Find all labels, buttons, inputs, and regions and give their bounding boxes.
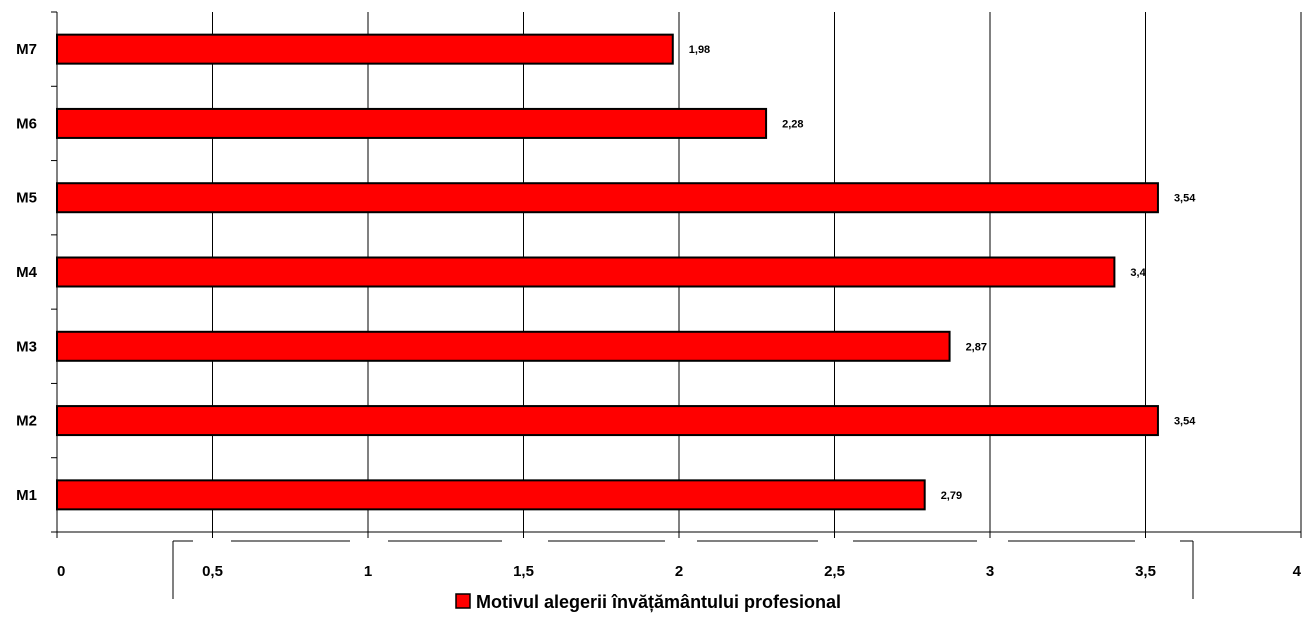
- y-tick-label: M3: [16, 338, 37, 355]
- bar-m6: [56, 107, 768, 139]
- bar-m1: [56, 479, 926, 511]
- y-tick-label: M1: [16, 487, 37, 504]
- bar-m5: [56, 182, 1159, 214]
- data-label: 3,4: [1130, 267, 1146, 279]
- data-label: 2,28: [782, 118, 803, 130]
- bar-m2: [56, 405, 1159, 437]
- x-tick-label: 1,5: [513, 563, 534, 580]
- y-tick-label: M7: [16, 41, 37, 58]
- bar-m3: [56, 330, 951, 362]
- data-label: 3,54: [1174, 416, 1196, 428]
- bar-m4: [56, 256, 1116, 288]
- bars: [56, 33, 1159, 511]
- data-label: 2,87: [966, 341, 987, 353]
- x-tick-label: 3: [986, 563, 994, 580]
- data-labels: 2,79 3,54 2,87 3,4 3,54 2,28 1,98: [689, 44, 1196, 502]
- data-label: 1,98: [689, 44, 710, 56]
- legend-swatch: [455, 593, 471, 609]
- x-tick-label: 0,5: [202, 563, 223, 580]
- y-tick-label: M5: [16, 190, 37, 207]
- data-label: 2,79: [941, 490, 962, 502]
- legend: Motivul alegerii învățământului profesio…: [172, 540, 1194, 612]
- x-axis-tick-labels: 0 0,5 1 1,5 2 2,5 3 3,5 4: [57, 563, 1302, 580]
- bar-m7: [56, 33, 674, 65]
- y-tick-label: M4: [16, 264, 37, 281]
- x-tick-label: 0: [57, 563, 65, 580]
- y-axis-tick-labels: M1 M2 M3 M4 M5 M6 M7: [16, 41, 37, 504]
- x-tick-label: 1: [364, 563, 372, 580]
- x-tick-label: 3,5: [1135, 563, 1156, 580]
- data-label: 3,54: [1174, 193, 1196, 205]
- y-tick-label: M2: [16, 413, 37, 430]
- x-tick-label: 2: [675, 563, 683, 580]
- x-tick-label: 2,5: [824, 563, 845, 580]
- x-tick-label: 4: [1293, 563, 1302, 580]
- y-tick-label: M6: [16, 115, 37, 132]
- legend-label: Motivul alegerii învățământului profesio…: [476, 592, 841, 612]
